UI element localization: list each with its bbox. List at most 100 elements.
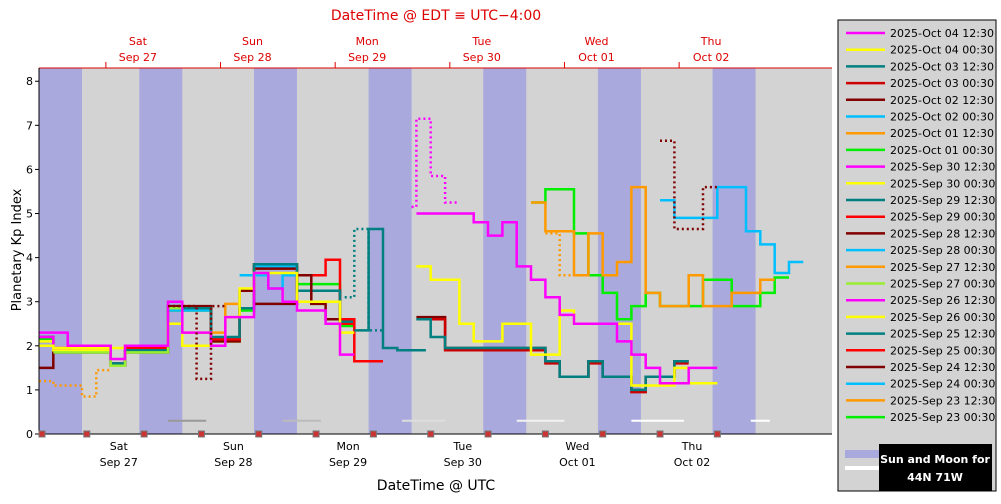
top-tick-day: Thu bbox=[700, 35, 722, 48]
x-axis-label: DateTime @ UTC bbox=[377, 478, 496, 494]
half-day-marker bbox=[197, 430, 205, 438]
legend-label: 2025-Oct 03 00:30 bbox=[890, 77, 994, 90]
y-tick-label: 7 bbox=[26, 119, 33, 132]
bottom-tick-day: Thu bbox=[681, 440, 703, 453]
legend-label: 2025-Sep 28 12:30 bbox=[890, 227, 995, 240]
bottom-tick-date: Sep 30 bbox=[444, 456, 482, 469]
y-tick-label: 5 bbox=[26, 208, 33, 221]
half-day-marker bbox=[38, 430, 46, 438]
legend-moon-swatch bbox=[845, 466, 879, 470]
forecast-dotted-line bbox=[168, 304, 226, 381]
legend-label: 2025-Sep 28 00:30 bbox=[890, 244, 995, 257]
bottom-tick-date: Sep 28 bbox=[214, 456, 252, 469]
bottom-tick-date: Sep 29 bbox=[329, 456, 367, 469]
half-day-markers bbox=[38, 430, 721, 438]
top-tick-date: Sep 30 bbox=[463, 51, 501, 64]
forecast-dotted-line bbox=[545, 232, 574, 277]
top-tick-date: Oct 01 bbox=[578, 51, 615, 64]
night-bands bbox=[39, 68, 756, 434]
legend-night-swatch bbox=[845, 450, 879, 458]
top-tick-date: Oct 02 bbox=[693, 51, 730, 64]
legend-label: 2025-Oct 01 12:30 bbox=[890, 127, 994, 140]
bottom-tick-date: Sep 27 bbox=[100, 456, 138, 469]
y-tick-label: 6 bbox=[26, 163, 33, 176]
top-tick-date: Sep 29 bbox=[348, 51, 386, 64]
legend-label: 2025-Sep 23 12:30 bbox=[890, 394, 995, 407]
half-day-marker bbox=[713, 430, 721, 438]
night-band bbox=[483, 68, 527, 434]
night-band bbox=[368, 68, 412, 434]
forecast-dotted-line bbox=[411, 117, 460, 209]
half-day-marker bbox=[255, 430, 263, 438]
info-box-line2: 44N 71W bbox=[907, 471, 963, 484]
night-band bbox=[597, 68, 641, 434]
legend-label: 2025-Sep 30 12:30 bbox=[890, 161, 995, 174]
legend-label: 2025-Sep 24 12:30 bbox=[890, 361, 995, 374]
y-tick-label: 3 bbox=[26, 296, 33, 309]
half-day-marker bbox=[599, 430, 607, 438]
legend-label: 2025-Oct 01 00:30 bbox=[890, 144, 994, 157]
legend-label: 2025-Sep 25 12:30 bbox=[890, 328, 995, 341]
y-axis-label: Planetary Kp Index bbox=[10, 188, 25, 311]
top-tick-date: Sep 27 bbox=[119, 51, 157, 64]
legend-label: 2025-Sep 26 00:30 bbox=[890, 311, 995, 324]
series-line bbox=[39, 271, 355, 361]
legend-label: 2025-Sep 25 00:30 bbox=[890, 344, 995, 357]
top-tick-day: Tue bbox=[471, 35, 491, 48]
legend-label: 2025-Sep 24 00:30 bbox=[890, 378, 995, 391]
forecast-dotted-line bbox=[39, 368, 111, 398]
y-tick-label: 2 bbox=[26, 340, 33, 353]
legend-label: 2025-Oct 03 12:30 bbox=[890, 60, 994, 73]
bottom-tick-day: Mon bbox=[336, 440, 359, 453]
info-box-line1: Sun and Moon for bbox=[880, 453, 990, 466]
location-info-box: Sun and Moon for 44N 71W bbox=[879, 444, 992, 491]
night-band bbox=[39, 68, 82, 434]
y-tick-label: 8 bbox=[26, 75, 33, 88]
night-band bbox=[139, 68, 183, 434]
bottom-tick-day: Sat bbox=[110, 440, 129, 453]
series-line bbox=[416, 318, 689, 392]
half-day-marker bbox=[369, 430, 377, 438]
series-line bbox=[531, 185, 775, 308]
legend-label: 2025-Oct 02 00:30 bbox=[890, 111, 994, 124]
y-tick-label: 0 bbox=[26, 428, 33, 441]
series-line bbox=[531, 188, 789, 321]
bottom-tick-day: Sun bbox=[223, 440, 244, 453]
legend: 2025-Oct 04 12:30 2025-Oct 04 00:30 2025-O… bbox=[837, 19, 997, 492]
half-day-marker bbox=[312, 430, 320, 438]
night-band bbox=[253, 68, 297, 434]
half-day-marker bbox=[140, 430, 148, 438]
forecast-dotted-line bbox=[344, 227, 383, 332]
legend-label: 2025-Sep 26 12:30 bbox=[890, 294, 995, 307]
dotted-forecast-series bbox=[39, 117, 718, 398]
legend-label: 2025-Oct 04 12:30 bbox=[890, 27, 994, 40]
half-day-marker bbox=[484, 430, 492, 438]
series-line bbox=[416, 265, 718, 387]
axes: 0 1 2 3 4 5 6 7 8 Sat Sep 27 Sun Sep 28 Mon Sep 29 Tue S… bbox=[26, 35, 832, 469]
legend-label: 2025-Sep 29 12:30 bbox=[890, 194, 995, 207]
half-day-marker bbox=[83, 430, 91, 438]
half-day-marker bbox=[541, 430, 549, 438]
legend-label: 2025-Sep 27 00:30 bbox=[890, 278, 995, 291]
half-day-marker bbox=[427, 430, 435, 438]
top-tick-day: Wed bbox=[584, 35, 608, 48]
series-line bbox=[340, 318, 383, 363]
forecast-dotted-line bbox=[660, 139, 718, 231]
top-tick-day: Sat bbox=[129, 35, 148, 48]
y-tick-label: 1 bbox=[26, 384, 33, 397]
top-tick-date: Sep 28 bbox=[233, 51, 271, 64]
night-band bbox=[712, 68, 756, 434]
top-tick-day: Mon bbox=[356, 35, 379, 48]
half-day-marker bbox=[656, 430, 664, 438]
legend-box bbox=[837, 19, 997, 492]
legend-label: 2025-Sep 30 00:30 bbox=[890, 177, 995, 190]
top-tick-day: Sun bbox=[242, 35, 263, 48]
legend-label: 2025-Sep 29 00:30 bbox=[890, 211, 995, 224]
bottom-tick-day: Tue bbox=[452, 440, 472, 453]
chart-title: DateTime @ EDT ≡ UTC−4:00 bbox=[331, 8, 541, 24]
bottom-tick-date: Oct 02 bbox=[674, 456, 711, 469]
series-line bbox=[660, 185, 804, 275]
bottom-tick-day: Wed bbox=[565, 440, 589, 453]
